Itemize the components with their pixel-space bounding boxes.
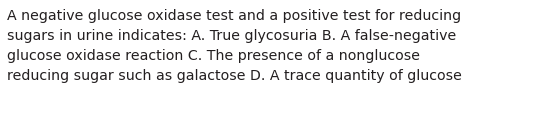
Text: A negative glucose oxidase test and a positive test for reducing
sugars in urine: A negative glucose oxidase test and a po…: [7, 9, 462, 83]
